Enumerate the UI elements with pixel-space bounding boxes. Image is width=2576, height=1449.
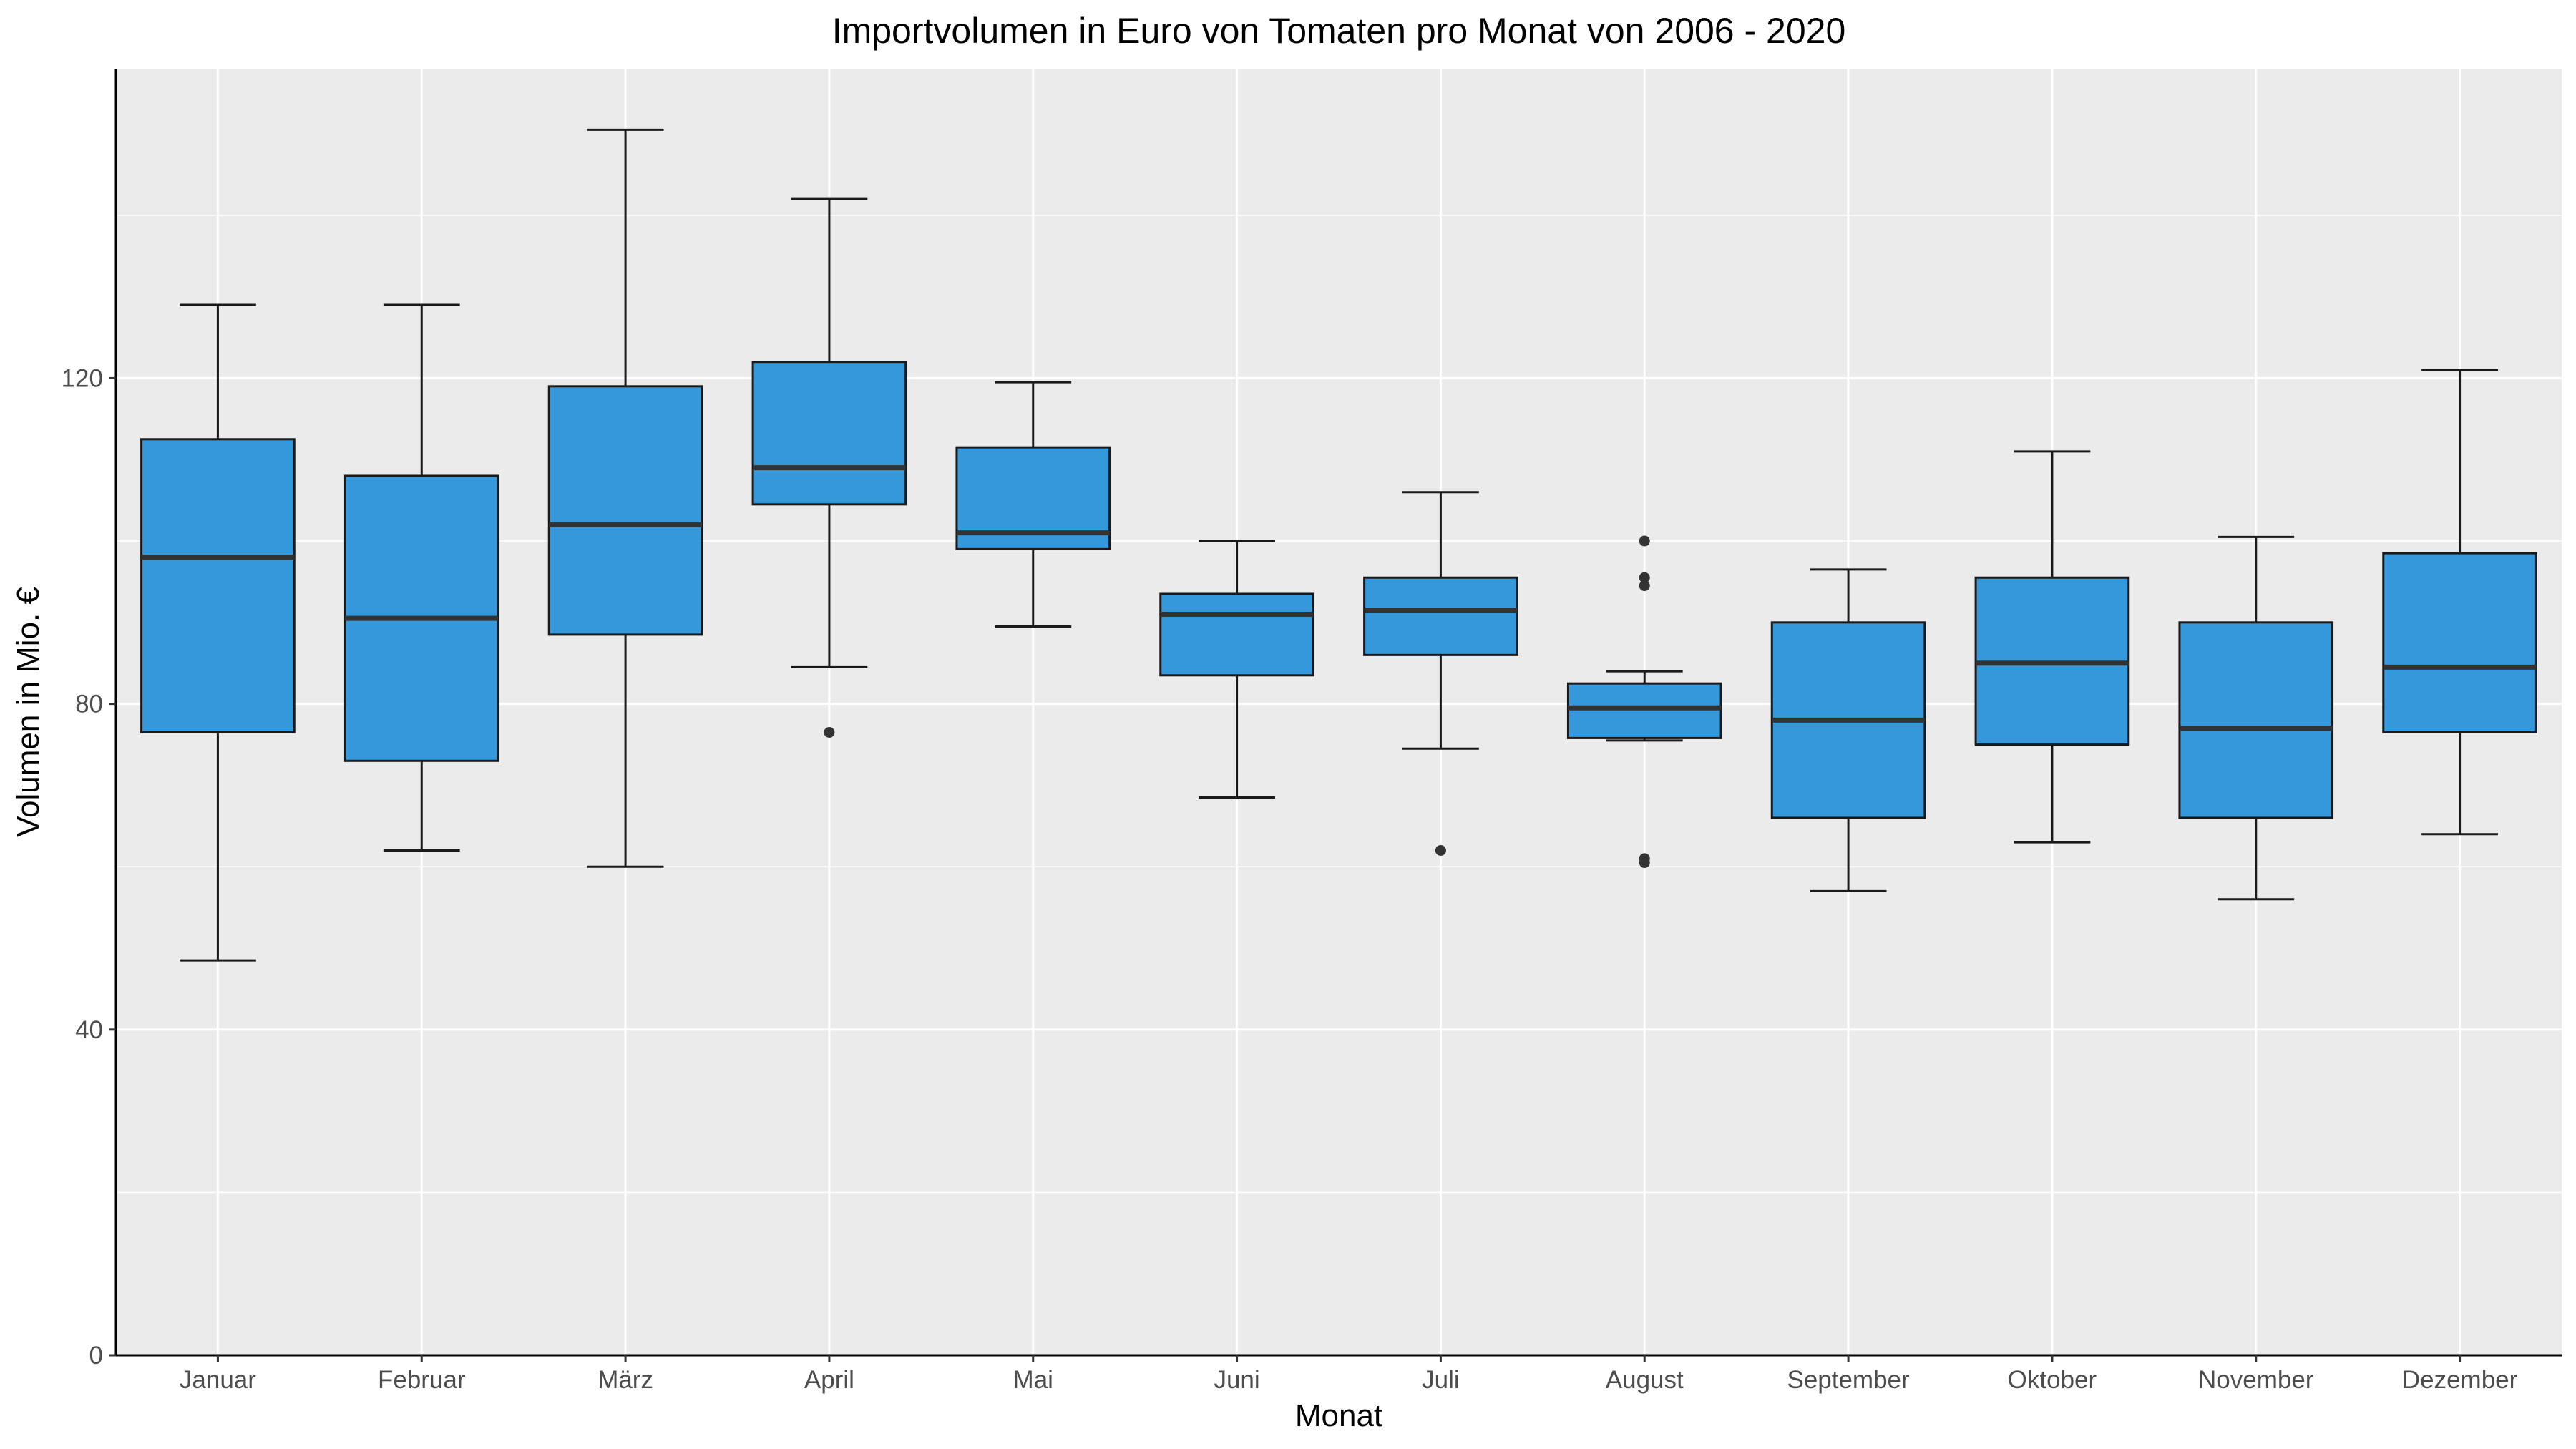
outlier-point: [1435, 844, 1446, 856]
outlier-point: [1639, 857, 1650, 869]
box-august: [1566, 535, 1722, 869]
outlier-point: [1639, 580, 1650, 592]
box-body: [1159, 592, 1314, 677]
x-axis-title: Monat: [1295, 1398, 1382, 1433]
x-tick-label: April: [804, 1366, 854, 1394]
box-november: [2178, 535, 2334, 901]
x-tick-label: Oktober: [2008, 1366, 2097, 1394]
box-mai: [955, 381, 1111, 628]
y-tick-label: 0: [89, 1342, 103, 1370]
x-tick-label: Februar: [378, 1366, 466, 1394]
box-body: [1566, 682, 1722, 739]
y-tick-label: 120: [62, 364, 103, 392]
x-tick-label: Juni: [1214, 1366, 1259, 1394]
box-body: [2382, 552, 2537, 733]
box-body: [140, 438, 296, 733]
y-axis-title: Volumen in Mio. €: [11, 587, 46, 837]
plot-panel: [116, 69, 2562, 1355]
box-januar: [140, 303, 296, 962]
box-body: [751, 361, 907, 506]
chart-title: Importvolumen in Euro von Tomaten pro Mo…: [832, 11, 1846, 51]
box-februar: [343, 303, 499, 852]
axis-ticks: 0 40 80 120 Januar Februar März April Mai Juni Jul…: [62, 364, 2518, 1394]
box-body: [2178, 621, 2334, 819]
y-tick-label: 40: [75, 1016, 103, 1044]
x-tick-label: November: [2198, 1366, 2314, 1394]
x-tick-label: Mai: [1013, 1366, 1053, 1394]
boxes: [140, 128, 2537, 962]
box-april: [751, 197, 907, 738]
box-dezember: [2382, 369, 2537, 836]
box-body: [547, 385, 703, 636]
box-juli: [1363, 491, 1518, 856]
outlier-point: [824, 726, 835, 738]
x-tick-label: September: [1787, 1366, 1910, 1394]
box-september: [1770, 568, 1926, 892]
x-tick-label: Juli: [1422, 1366, 1460, 1394]
box-juni: [1159, 540, 1314, 799]
x-tick-label: Januar: [180, 1366, 256, 1394]
x-tick-label: Dezember: [2402, 1366, 2518, 1394]
y-tick-label: 80: [75, 691, 103, 718]
box-body: [1363, 576, 1518, 656]
x-tick-label: März: [597, 1366, 653, 1394]
outlier-point: [1639, 535, 1650, 547]
box-oktober: [1974, 450, 2130, 844]
x-tick-label: August: [1606, 1366, 1684, 1394]
box-märz: [547, 128, 703, 868]
outlier-point: [1639, 572, 1650, 583]
